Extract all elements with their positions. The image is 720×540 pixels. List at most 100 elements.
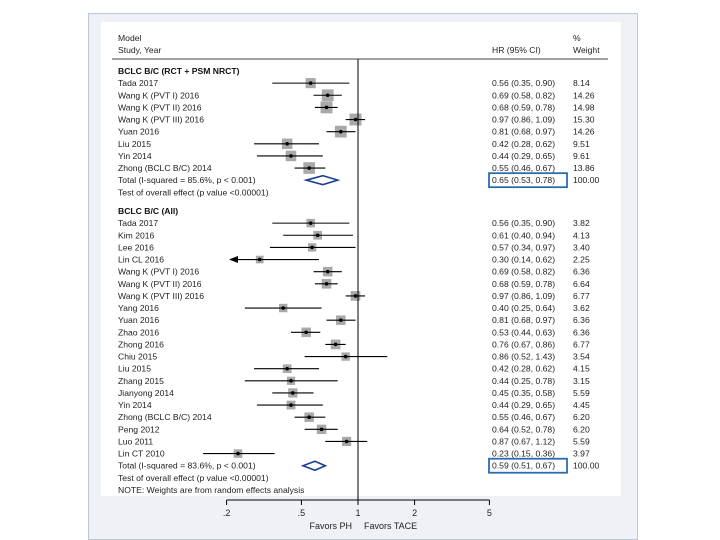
study-hr-ci: 0.40 (0.25, 0.64) <box>492 303 555 313</box>
study-row: Yuan 2016 0.81 (0.68, 0.97) 6.36 <box>118 315 590 325</box>
header-percent: % <box>573 33 581 43</box>
point-estimate <box>281 306 285 310</box>
point-estimate <box>325 93 330 98</box>
study-label: Yuan 2016 <box>118 127 159 137</box>
study-label: Wang K (PVT II) 2016 <box>118 279 202 289</box>
study-weight: 4.13 <box>573 230 590 240</box>
forest-rows: BCLC B/C (RCT + PSM NRCT) Tada 2017 0.56 (… <box>118 66 600 483</box>
study-hr-ci: 0.81 (0.68, 0.97) <box>492 315 555 325</box>
study-weight: 9.61 <box>573 151 590 161</box>
point-estimate <box>343 354 348 359</box>
point-estimate <box>308 221 313 225</box>
pooled-diamond <box>303 174 341 186</box>
study-label: Lin CL 2016 <box>118 255 164 265</box>
study-row: Chiu 2015 0.86 (0.52, 1.43) 3.54 <box>118 352 590 362</box>
x-tick-label: 1 <box>355 508 360 518</box>
study-label: Chiu 2015 <box>118 352 157 362</box>
study-label: Yuan 2016 <box>118 315 159 325</box>
ci-arrow-left <box>229 256 238 264</box>
study-hr-ci: 0.86 (0.52, 1.43) <box>492 352 555 362</box>
subgroup-title: BCLC B/C (RCT + PSM NRCT) <box>118 66 240 76</box>
study-row: Lin CL 2016 0.30 (0.14, 0.62) 2.25 <box>118 255 590 265</box>
pooled-diamond <box>300 460 328 472</box>
study-row: Zhang 2015 0.44 (0.25, 0.78) 3.15 <box>118 376 590 386</box>
total-hr-ci: 0.65 (0.53, 0.78) <box>492 175 555 185</box>
study-hr-ci: 0.44 (0.29, 0.65) <box>492 151 555 161</box>
point-estimate <box>338 318 343 322</box>
study-hr-ci: 0.69 (0.58, 0.82) <box>492 267 555 277</box>
study-weight: 3.54 <box>573 352 590 362</box>
point-estimate <box>315 233 320 238</box>
study-hr-ci: 0.64 (0.52, 0.78) <box>492 424 555 434</box>
study-row: Zhong 2016 0.76 (0.67, 0.86) 6.77 <box>118 339 590 349</box>
study-hr-ci: 0.42 (0.28, 0.62) <box>492 364 555 374</box>
point-estimate <box>289 403 293 407</box>
study-weight: 3.82 <box>573 218 590 228</box>
study-weight: 6.77 <box>573 291 590 301</box>
study-weight: 3.15 <box>573 376 590 386</box>
study-weight: 6.77 <box>573 339 590 349</box>
study-row: Jianyong 2014 0.45 (0.35, 0.58) 5.59 <box>118 388 590 398</box>
point-estimate <box>310 245 314 250</box>
study-weight: 8.14 <box>573 78 590 88</box>
study-row: Wang K (PVT III) 2016 0.97 (0.86, 1.09) 6.… <box>118 291 590 301</box>
study-weight: 4.15 <box>573 364 590 374</box>
study-row: Tada 2017 0.56 (0.35, 0.90) 8.14 <box>118 78 590 89</box>
point-estimate <box>319 427 324 432</box>
study-label: Tada 2017 <box>118 218 158 228</box>
study-weight: 3.62 <box>573 303 590 313</box>
study-row: Peng 2012 0.64 (0.52, 0.78) 6.20 <box>118 424 590 434</box>
study-hr-ci: 0.23 (0.15, 0.36) <box>492 449 555 459</box>
study-hr-ci: 0.81 (0.68, 0.97) <box>492 127 555 137</box>
study-hr-ci: 0.76 (0.67, 0.86) <box>492 339 555 349</box>
total-row: Total (I-squared = 85.6%, p < 0.001) 0.65… <box>118 172 600 189</box>
study-row: Tada 2017 0.56 (0.35, 0.90) 3.82 <box>118 218 590 228</box>
study-label: Luo 2011 <box>118 436 153 446</box>
footnote: NOTE: Weights are from random effects an… <box>118 485 304 495</box>
study-weight: 4.45 <box>573 400 590 410</box>
study-label: Jianyong 2014 <box>118 388 174 398</box>
study-row: Wang K (PVT II) 2016 0.68 (0.59, 0.78) 14.… <box>118 101 595 114</box>
point-estimate <box>324 281 329 286</box>
study-weight: 3.40 <box>573 242 590 252</box>
study-weight: 14.98 <box>573 102 595 112</box>
study-hr-ci: 0.56 (0.35, 0.90) <box>492 218 555 228</box>
study-label: Lee 2016 <box>118 242 154 252</box>
study-hr-ci: 0.53 (0.44, 0.63) <box>492 327 555 337</box>
study-label: Wang K (PVT III) 2016 <box>118 291 204 301</box>
study-row: Wang K (PVT I) 2016 0.69 (0.58, 0.82) 6.36 <box>118 267 590 277</box>
point-estimate <box>289 154 293 158</box>
total-label: Total (I-squared = 85.6%, p < 0.001) <box>118 175 256 185</box>
subgroup-title: BCLC B/C (All) <box>118 206 178 216</box>
study-weight: 14.26 <box>573 90 595 100</box>
study-weight: 6.20 <box>573 424 590 434</box>
column-headers: Model Study, Year HR (95% CI) % Weight <box>118 33 600 55</box>
pooled-ci-highlight-box <box>488 172 568 189</box>
study-label: Wang K (PVT II) 2016 <box>118 102 202 112</box>
study-label: Wang K (PVT I) 2016 <box>118 90 199 100</box>
study-weight: 5.59 <box>573 436 590 446</box>
study-weight: 9.51 <box>573 139 590 149</box>
overall-effect-test: Test of overall effect (p value <0.00001… <box>118 187 269 197</box>
study-hr-ci: 0.44 (0.29, 0.65) <box>492 400 555 410</box>
study-hr-ci: 0.61 (0.40, 0.94) <box>492 230 555 240</box>
study-hr-ci: 0.97 (0.86, 1.09) <box>492 291 555 301</box>
study-label: Kim 2016 <box>118 230 155 240</box>
study-hr-ci: 0.44 (0.25, 0.78) <box>492 376 555 386</box>
study-row: Yuan 2016 0.81 (0.68, 0.97) 14.26 <box>118 125 595 138</box>
header-weight: Weight <box>573 45 600 55</box>
study-hr-ci: 0.55 (0.46, 0.67) <box>492 163 555 173</box>
study-row: Luo 2011 0.87 (0.67, 1.12) 5.59 <box>118 436 590 446</box>
point-estimate <box>338 129 343 134</box>
study-label: Zhao 2016 <box>118 327 159 337</box>
study-weight: 14.26 <box>573 127 595 137</box>
study-label: Yang 2016 <box>118 303 159 313</box>
header-model: Model <box>118 33 141 43</box>
study-label: Zhong (BCLC B/C) 2014 <box>118 412 212 422</box>
study-label: Liu 2015 <box>118 364 151 374</box>
study-label: Peng 2012 <box>118 424 160 434</box>
x-label-favors-ph: Favors PH <box>309 521 352 531</box>
point-estimate <box>236 451 240 456</box>
study-hr-ci: 0.68 (0.59, 0.78) <box>492 279 555 289</box>
study-weight: 2.25 <box>573 255 590 265</box>
